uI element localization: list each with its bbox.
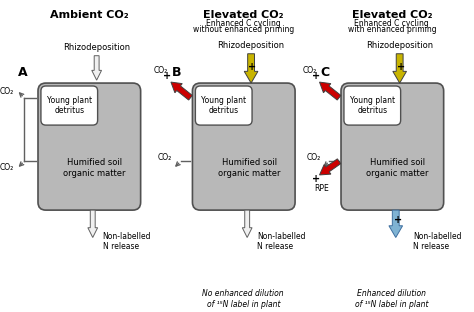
Text: Ambient CO₂: Ambient CO₂ [49,10,128,20]
Text: Humified soil
organic matter: Humified soil organic matter [366,158,429,178]
FancyArrow shape [319,82,341,100]
Text: Non-labelled
N release: Non-labelled N release [413,232,462,251]
FancyBboxPatch shape [344,86,401,125]
Text: Enhanced C cycling: Enhanced C cycling [206,19,281,27]
Text: RPE: RPE [314,184,329,193]
Text: Young plant
detritus: Young plant detritus [201,96,246,115]
Text: with enhanced priming: with enhanced priming [347,25,436,34]
Text: CO₂: CO₂ [0,163,14,172]
Text: without enhanced priming: without enhanced priming [192,25,294,34]
Text: CO₂: CO₂ [154,66,168,75]
Text: B: B [172,66,182,79]
Text: No enhanced dilution
of ¹⁵N label in plant: No enhanced dilution of ¹⁵N label in pla… [202,289,284,309]
Text: +: + [311,174,319,184]
Text: Rhizodeposition: Rhizodeposition [366,41,433,50]
Text: Enhanced C cycling: Enhanced C cycling [355,19,429,27]
FancyArrow shape [171,82,192,100]
Text: Non-labelled
N release: Non-labelled N release [257,232,305,251]
FancyBboxPatch shape [192,83,295,210]
FancyArrow shape [242,210,252,237]
Text: Young plant
detritus: Young plant detritus [47,96,92,115]
Text: +: + [311,71,319,81]
Text: CO₂: CO₂ [302,66,317,75]
Text: CO₂: CO₂ [158,153,172,162]
Text: Rhizodeposition: Rhizodeposition [63,43,130,52]
FancyBboxPatch shape [38,83,141,210]
Text: Rhizodeposition: Rhizodeposition [218,41,285,50]
Text: +: + [397,62,405,72]
Text: Humified soil
organic matter: Humified soil organic matter [64,158,126,178]
FancyArrow shape [92,56,101,80]
Text: CO₂: CO₂ [307,153,321,162]
Text: Non-labelled
N release: Non-labelled N release [102,232,151,251]
Text: +: + [248,62,256,72]
Text: Elevated CO₂: Elevated CO₂ [352,10,432,20]
FancyArrow shape [244,54,258,83]
FancyArrow shape [319,159,341,175]
Text: Elevated CO₂: Elevated CO₂ [203,10,283,20]
Text: Young plant
detritus: Young plant detritus [350,96,395,115]
Text: +: + [393,215,402,225]
FancyBboxPatch shape [41,86,98,125]
Text: CO₂: CO₂ [0,87,14,96]
FancyArrow shape [88,210,98,237]
Text: Humified soil
organic matter: Humified soil organic matter [218,158,281,178]
Text: A: A [18,66,27,79]
FancyArrow shape [393,54,407,83]
Text: +: + [163,71,171,81]
Text: C: C [321,66,330,79]
Text: Enhanced dilution
of ¹⁵N label in plant: Enhanced dilution of ¹⁵N label in plant [355,289,428,309]
FancyBboxPatch shape [341,83,444,210]
FancyBboxPatch shape [195,86,252,125]
FancyArrow shape [389,210,402,237]
